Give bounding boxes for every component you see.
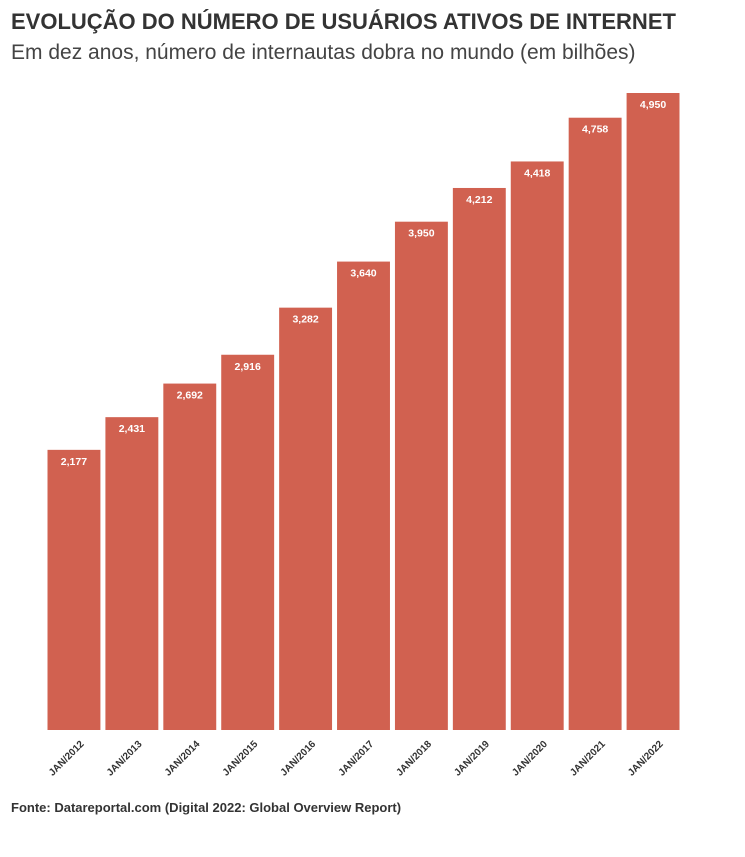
value-label: 4,418: [524, 167, 550, 179]
value-label: 3,950: [408, 228, 434, 240]
chart-subtitle: Em dez anos, número de internautas dobra…: [11, 41, 636, 64]
value-label: 4,950: [640, 99, 666, 111]
value-label: 2,177: [61, 456, 87, 468]
value-label: 2,431: [119, 423, 145, 435]
bar-jan-2019: [452, 187, 506, 731]
x-tick-label: JAN/2015: [221, 739, 261, 779]
value-label: 4,212: [466, 194, 492, 206]
bar-jan-2016: [279, 307, 333, 730]
value-label: 2,692: [177, 390, 203, 402]
bar-jan-2017: [337, 261, 390, 730]
bar-jan-2020: [510, 161, 564, 730]
bar-jan-2022: [626, 93, 680, 730]
bar-jan-2013: [105, 417, 159, 730]
x-tick-label: JAN/2021: [568, 739, 608, 779]
value-label: 4,758: [582, 124, 608, 136]
bar-jan-2018: [394, 221, 448, 730]
bar-jan-2012: [47, 449, 101, 730]
bar-jan-2015: [221, 354, 275, 730]
bar-jan-2021: [568, 117, 622, 730]
x-tick-label: JAN/2014: [163, 739, 203, 779]
x-tick-label: JAN/2020: [510, 739, 550, 779]
x-tick-label: JAN/2022: [626, 739, 666, 779]
value-label: 3,282: [292, 314, 318, 326]
value-label: 3,640: [350, 268, 376, 280]
bar-chart: 2,177 2,431 2,692 2,916 3,282 3,640 3,950 4,212…: [47, 93, 680, 779]
bar-jan-2014: [163, 383, 217, 730]
source-note: Fonte: Datareportal.com (Digital 2022: G…: [11, 800, 402, 815]
bars-group: [47, 93, 680, 731]
x-tick-label: JAN/2016: [279, 739, 319, 779]
x-tick-label: JAN/2019: [452, 739, 492, 779]
x-tick-labels-group: JAN/2012 JAN/2013 JAN/2014 JAN/2015 JAN/2016…: [47, 739, 666, 779]
x-tick-label: JAN/2017: [337, 739, 377, 779]
x-tick-label: JAN/2013: [105, 739, 145, 779]
value-labels-group: 2,177 2,431 2,692 2,916 3,282 3,640 3,950 4,212…: [61, 99, 667, 468]
x-tick-label: JAN/2012: [47, 739, 87, 779]
chart-title: EVOLUÇÃO DO NÚMERO DE USUÁRIOS ATIVOS DE…: [11, 9, 676, 34]
x-tick-label: JAN/2018: [394, 739, 434, 779]
value-label: 2,916: [235, 361, 261, 373]
